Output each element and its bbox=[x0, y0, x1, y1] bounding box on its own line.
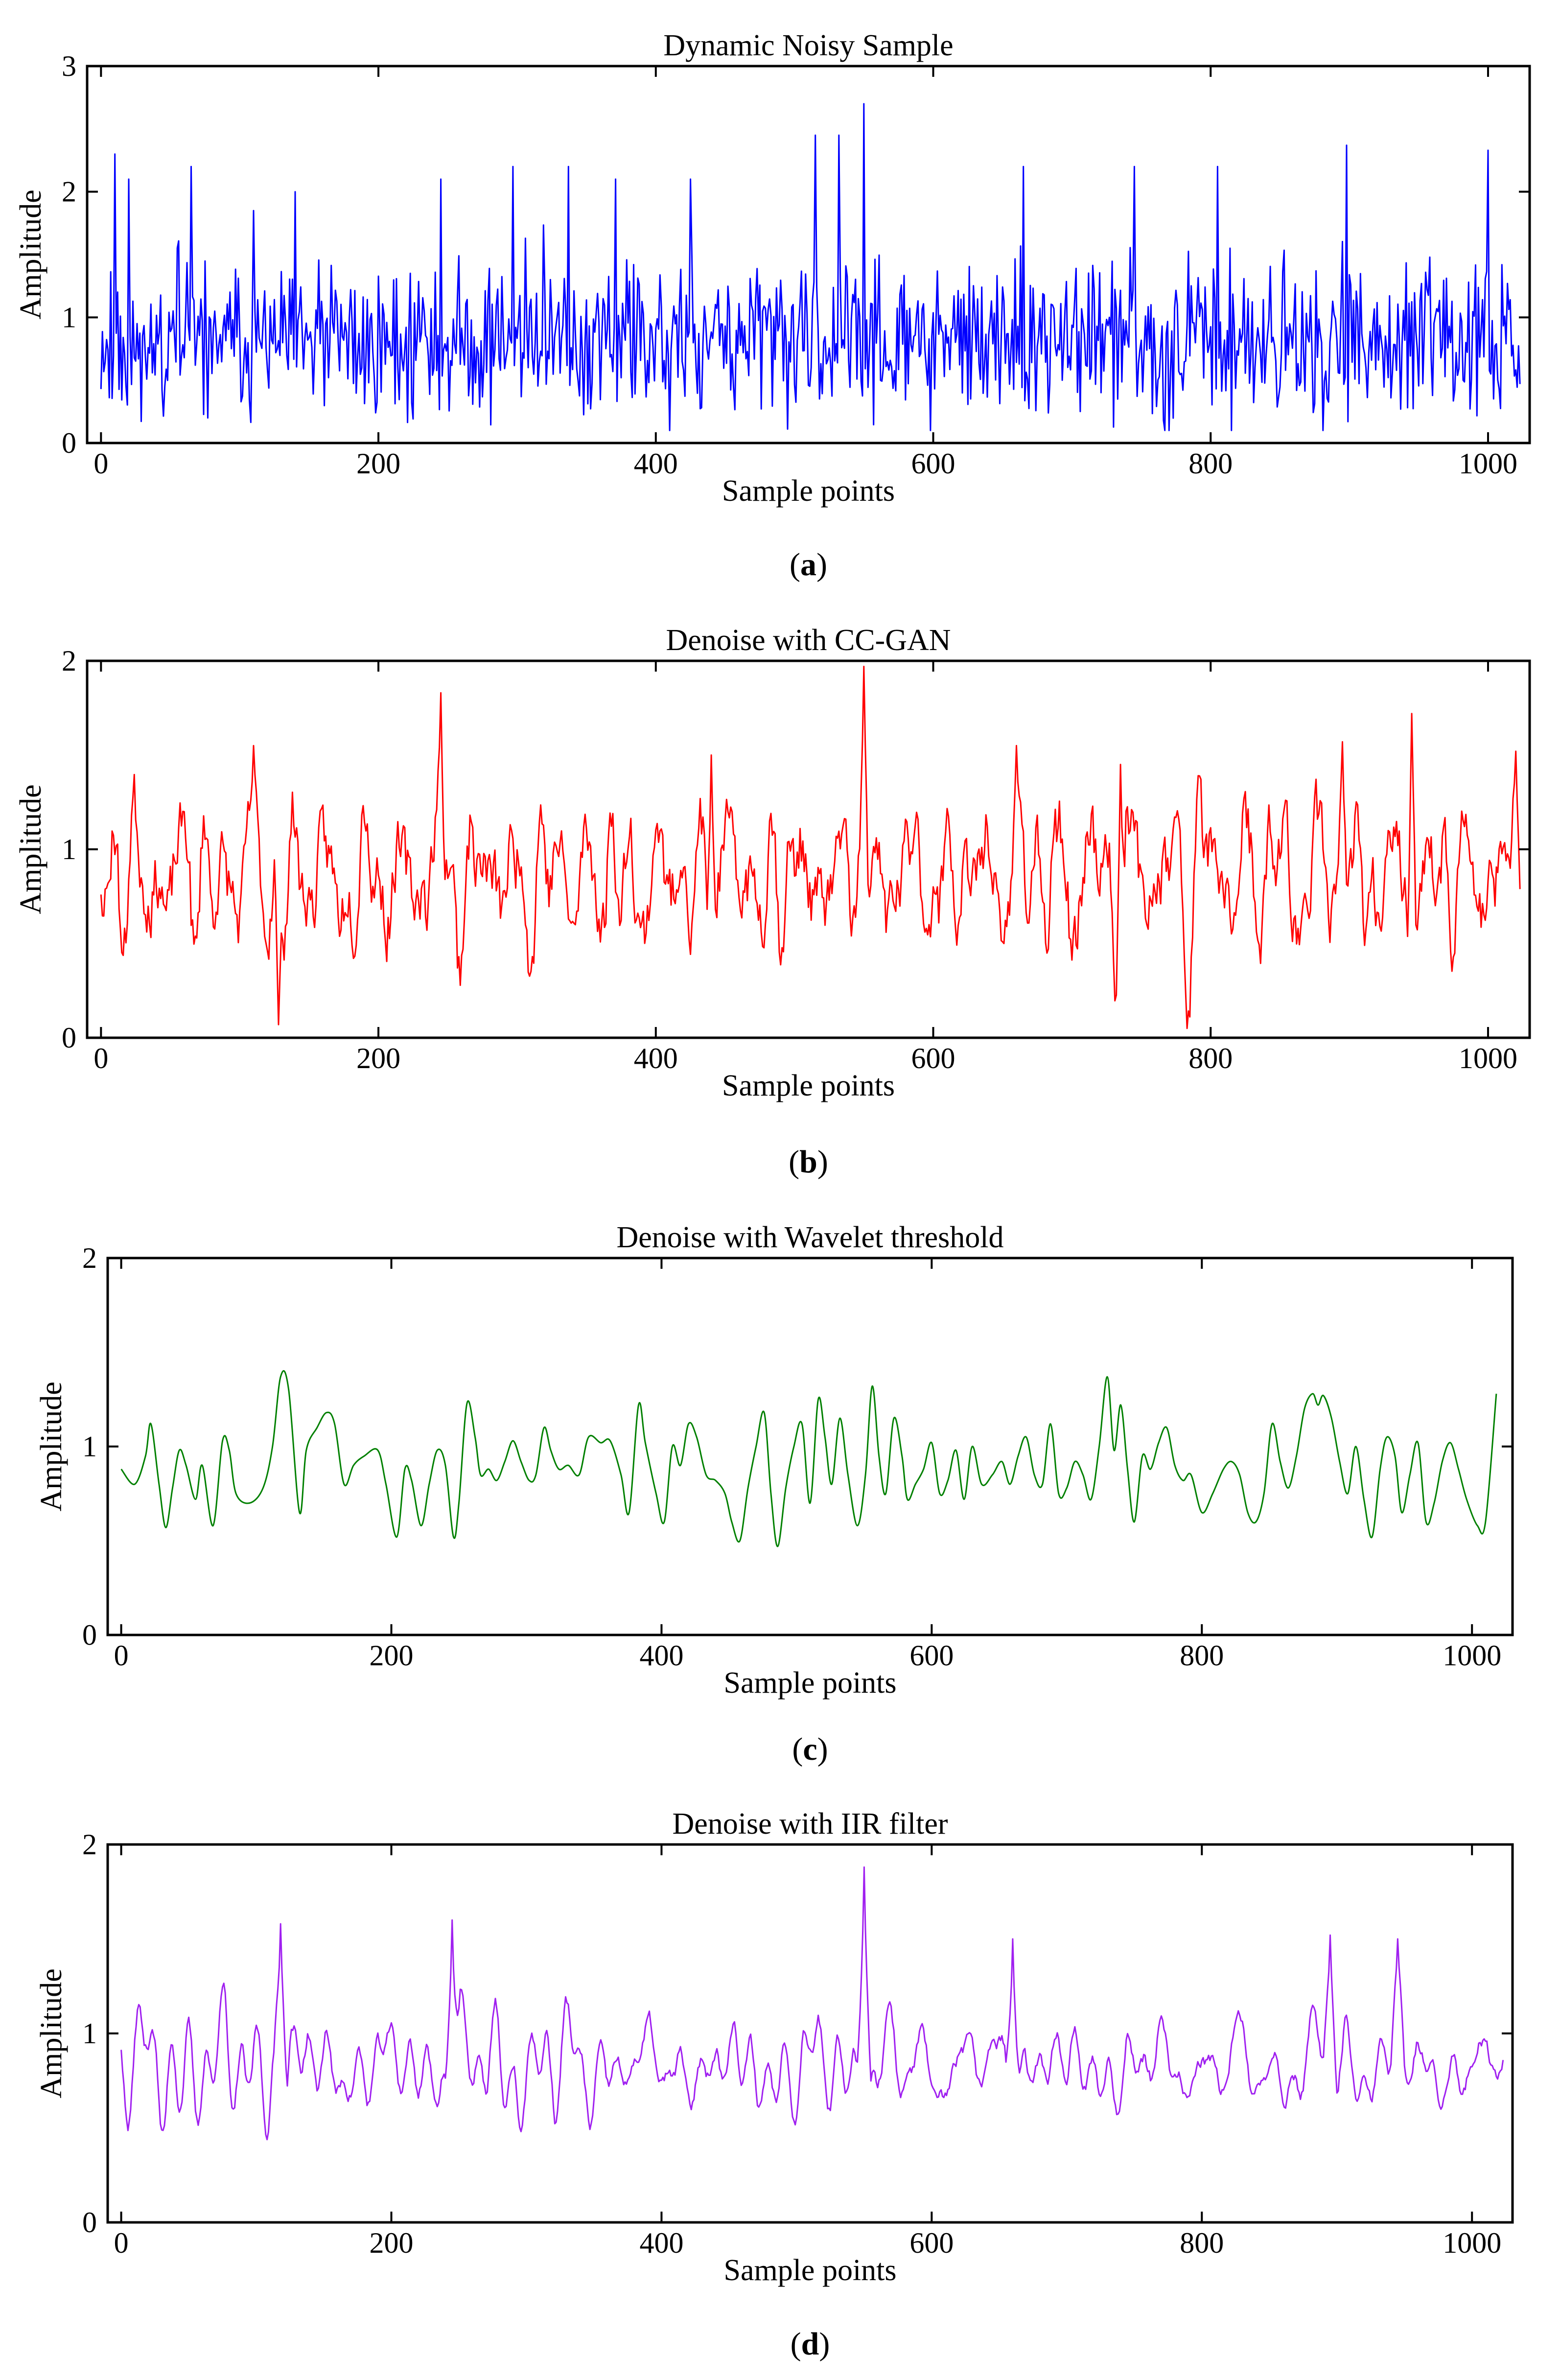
y-axis-label: Amplitude bbox=[14, 189, 47, 319]
y-tick-label: 1 bbox=[62, 833, 76, 865]
chart-title: Denoise with Wavelet threshold bbox=[616, 1221, 1003, 1254]
x-tick-label: 600 bbox=[909, 2227, 954, 2259]
x-axis-label: Sample points bbox=[723, 1666, 896, 1700]
x-tick-label: 1000 bbox=[1459, 447, 1517, 480]
x-tick-label: 400 bbox=[639, 1639, 683, 1672]
panel-letter: b bbox=[799, 1144, 817, 1180]
x-axis-label: Sample points bbox=[722, 474, 895, 508]
y-tick-label: 0 bbox=[82, 1619, 97, 1651]
chart-panel-b: Denoise with CC-GAN 0 200 400 600 800 1000 0 1 2 S… bbox=[14, 624, 1531, 1180]
x-tick-label: 400 bbox=[634, 1042, 678, 1074]
x-tick-label: 200 bbox=[356, 447, 400, 480]
x-tick-label: 800 bbox=[1180, 1639, 1224, 1672]
x-tick-label: 400 bbox=[639, 2227, 683, 2259]
x-tick-label: 0 bbox=[93, 1042, 108, 1074]
y-tick-label: 0 bbox=[62, 1022, 76, 1054]
y-tick-label: 2 bbox=[82, 1242, 97, 1274]
series-line-a bbox=[100, 103, 1521, 431]
panel-letter: a bbox=[800, 547, 816, 583]
y-tick-label: 2 bbox=[62, 176, 76, 208]
y-axis-label: Amplitude bbox=[14, 784, 47, 914]
x-tick-label: 0 bbox=[93, 447, 108, 480]
chart-panel-c: Denoise with Wavelet threshold 0 200 400 600… bbox=[35, 1221, 1514, 1767]
x-tick-label: 1000 bbox=[1443, 2227, 1501, 2259]
x-tick-label: 600 bbox=[909, 1639, 954, 1672]
y-axis-label: Amplitude bbox=[35, 1968, 68, 2098]
x-tick-label: 600 bbox=[911, 447, 955, 480]
plot-frame bbox=[106, 1843, 1514, 2224]
plot-frame bbox=[86, 659, 1531, 1039]
y-tick-label: 1 bbox=[82, 1430, 97, 1463]
chart-title: Denoise with CC-GAN bbox=[666, 624, 951, 657]
y-tick-label: 1 bbox=[82, 2017, 97, 2050]
panel-caption: (a) bbox=[790, 547, 827, 583]
chart-panel-a: Dynamic Noisy Sample 0 200 400 600 800 1000 0 1 2… bbox=[14, 29, 1531, 583]
x-tick-label: 1000 bbox=[1459, 1042, 1517, 1074]
y-tick-label: 2 bbox=[82, 1828, 97, 1861]
panel-caption: (d) bbox=[791, 2326, 830, 2362]
panel-letter: d bbox=[801, 2326, 819, 2362]
plot-frame bbox=[106, 1257, 1514, 1636]
x-tick-label: 800 bbox=[1188, 447, 1233, 480]
x-tick-label: 0 bbox=[114, 1639, 129, 1672]
x-axis-label: Sample points bbox=[723, 2254, 896, 2287]
x-tick-label: 400 bbox=[634, 447, 678, 480]
x-axis-label: Sample points bbox=[722, 1069, 895, 1102]
x-tick-label: 800 bbox=[1188, 1042, 1233, 1074]
series-line-d bbox=[120, 1866, 1504, 2141]
series-line-b bbox=[100, 666, 1521, 1029]
plot-frame bbox=[86, 65, 1531, 444]
panel-caption: (b) bbox=[789, 1144, 828, 1180]
chart-title: Dynamic Noisy Sample bbox=[663, 29, 953, 62]
y-tick-label: 0 bbox=[62, 427, 76, 459]
x-tick-label: 0 bbox=[114, 2227, 129, 2259]
y-tick-label: 3 bbox=[62, 50, 76, 82]
x-tick-label: 600 bbox=[911, 1042, 955, 1074]
series-line-c bbox=[120, 1370, 1497, 1547]
x-tick-label: 200 bbox=[356, 1042, 400, 1074]
chart-panel-d: Denoise with IIR filter 0 200 400 600 800 1000… bbox=[35, 1807, 1514, 2362]
y-tick-label: 2 bbox=[62, 645, 76, 677]
y-axis-label: Amplitude bbox=[35, 1381, 68, 1511]
x-tick-label: 800 bbox=[1180, 2227, 1224, 2259]
y-tick-label: 1 bbox=[62, 301, 76, 333]
x-tick-label: 200 bbox=[370, 1639, 414, 1672]
chart-title: Denoise with IIR filter bbox=[672, 1807, 948, 1841]
x-tick-label: 1000 bbox=[1443, 1639, 1501, 1672]
panel-letter: c bbox=[803, 1731, 817, 1767]
panel-caption: (c) bbox=[792, 1731, 828, 1767]
x-tick-label: 200 bbox=[370, 2227, 414, 2259]
y-tick-label: 0 bbox=[82, 2206, 97, 2239]
